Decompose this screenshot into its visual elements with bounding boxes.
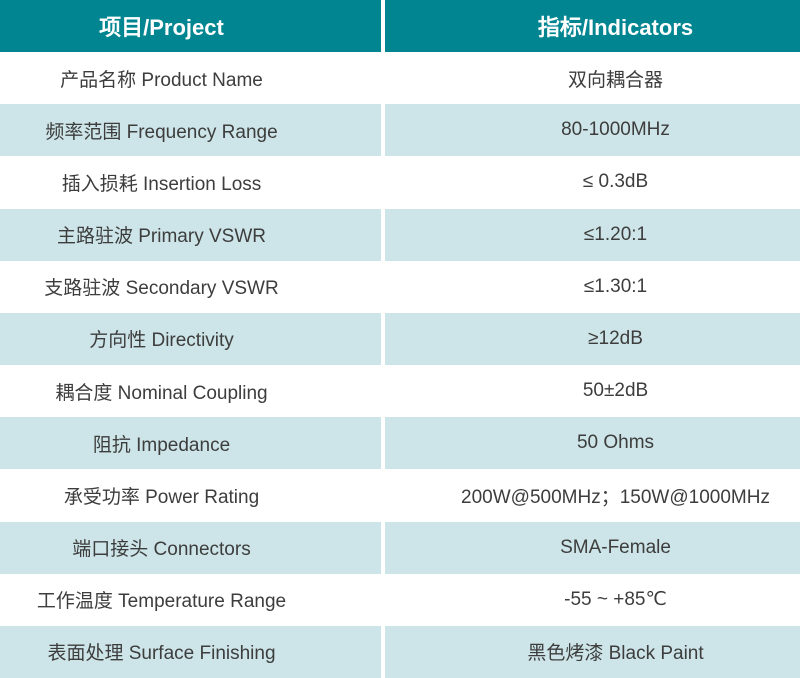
header-cell-indicators: 指标/Indicators xyxy=(537,15,694,40)
cell-project-label: 产品名称 Product Name xyxy=(0,52,385,105)
table-row-surface-finishing: 表面处理 Surface Finishing 黑色烤漆 Black Paint xyxy=(0,625,800,678)
cell-indicator-value: ≤1.20:1 xyxy=(583,223,648,245)
table-row-product-name: 产品名称 Product Name 双向耦合器 xyxy=(0,52,800,105)
cell-project-label: 方向性 Directivity xyxy=(0,312,385,366)
cell-project-label: 频率范围 Frequency Range xyxy=(0,104,385,157)
cell-project-label: 支路驻波 Secondary VSWR xyxy=(0,260,385,313)
table-row-frequency-range: 频率范围 Frequency Range 80-1000MHz xyxy=(0,104,800,157)
cell-indicator-value: 黑色烤漆 Black Paint xyxy=(527,643,704,665)
cell-project-label: 承受功率 Power Rating xyxy=(0,469,385,522)
cell-indicator-value: 200W@500MHz；150W@1000MHz xyxy=(461,486,770,508)
table-row-power-rating: 承受功率 Power Rating 200W@500MHz；150W@1000M… xyxy=(0,469,800,522)
cell-indicator-value: SMA-Female xyxy=(560,536,671,558)
cell-project-label: 表面处理 Surface Finishing xyxy=(0,625,385,678)
table-row-insertion-loss: 插入损耗 Insertion Loss ≤ 0.3dB xyxy=(0,156,800,209)
table-row-temperature-range: 工作温度 Temperature Range -55 ~ +85℃ xyxy=(0,573,800,626)
cell-project-label: 工作温度 Temperature Range xyxy=(0,573,385,626)
cell-indicator-value: -55 ~ +85℃ xyxy=(564,589,667,611)
header-cell-project: 项目/Project xyxy=(0,0,385,52)
cell-project-label: 主路驻波 Primary VSWR xyxy=(0,208,385,261)
cell-project-label: 阻抗 Impedance xyxy=(0,417,385,470)
cell-indicator-value: 50±2dB xyxy=(582,380,649,402)
table-row-secondary-vswr: 支路驻波 Secondary VSWR ≤1.30:1 xyxy=(0,260,800,313)
cell-project-label: 耦合度 Nominal Coupling xyxy=(0,365,385,418)
table-row-primary-vswr: 主路驻波 Primary VSWR ≤1.20:1 xyxy=(0,208,800,261)
cell-indicator-value: ≥12dB xyxy=(588,327,643,349)
cell-project-label: 插入损耗 Insertion Loss xyxy=(0,156,385,209)
cell-indicator-value: 80-1000MHz xyxy=(561,119,670,141)
cell-indicator-value: 双向耦合器 xyxy=(567,69,663,91)
table-row-impedance: 阻抗 Impedance 50 Ohms xyxy=(0,417,800,470)
cell-indicator-value: ≤1.30:1 xyxy=(583,275,648,297)
table-row-nominal-coupling: 耦合度 Nominal Coupling 50±2dB xyxy=(0,365,800,418)
cell-project-label: 端口接头 Connectors xyxy=(0,521,385,574)
table-header-row: 项目/Project 指标/Indicators xyxy=(0,0,800,52)
cell-indicator-value: 50 Ohms xyxy=(576,432,655,454)
cell-indicator-value: ≤ 0.3dB xyxy=(582,171,649,193)
table-row-directivity: 方向性 Directivity ≥12dB xyxy=(0,312,800,366)
table-row-connectors: 端口接头 Connectors SMA-Female xyxy=(0,521,800,574)
